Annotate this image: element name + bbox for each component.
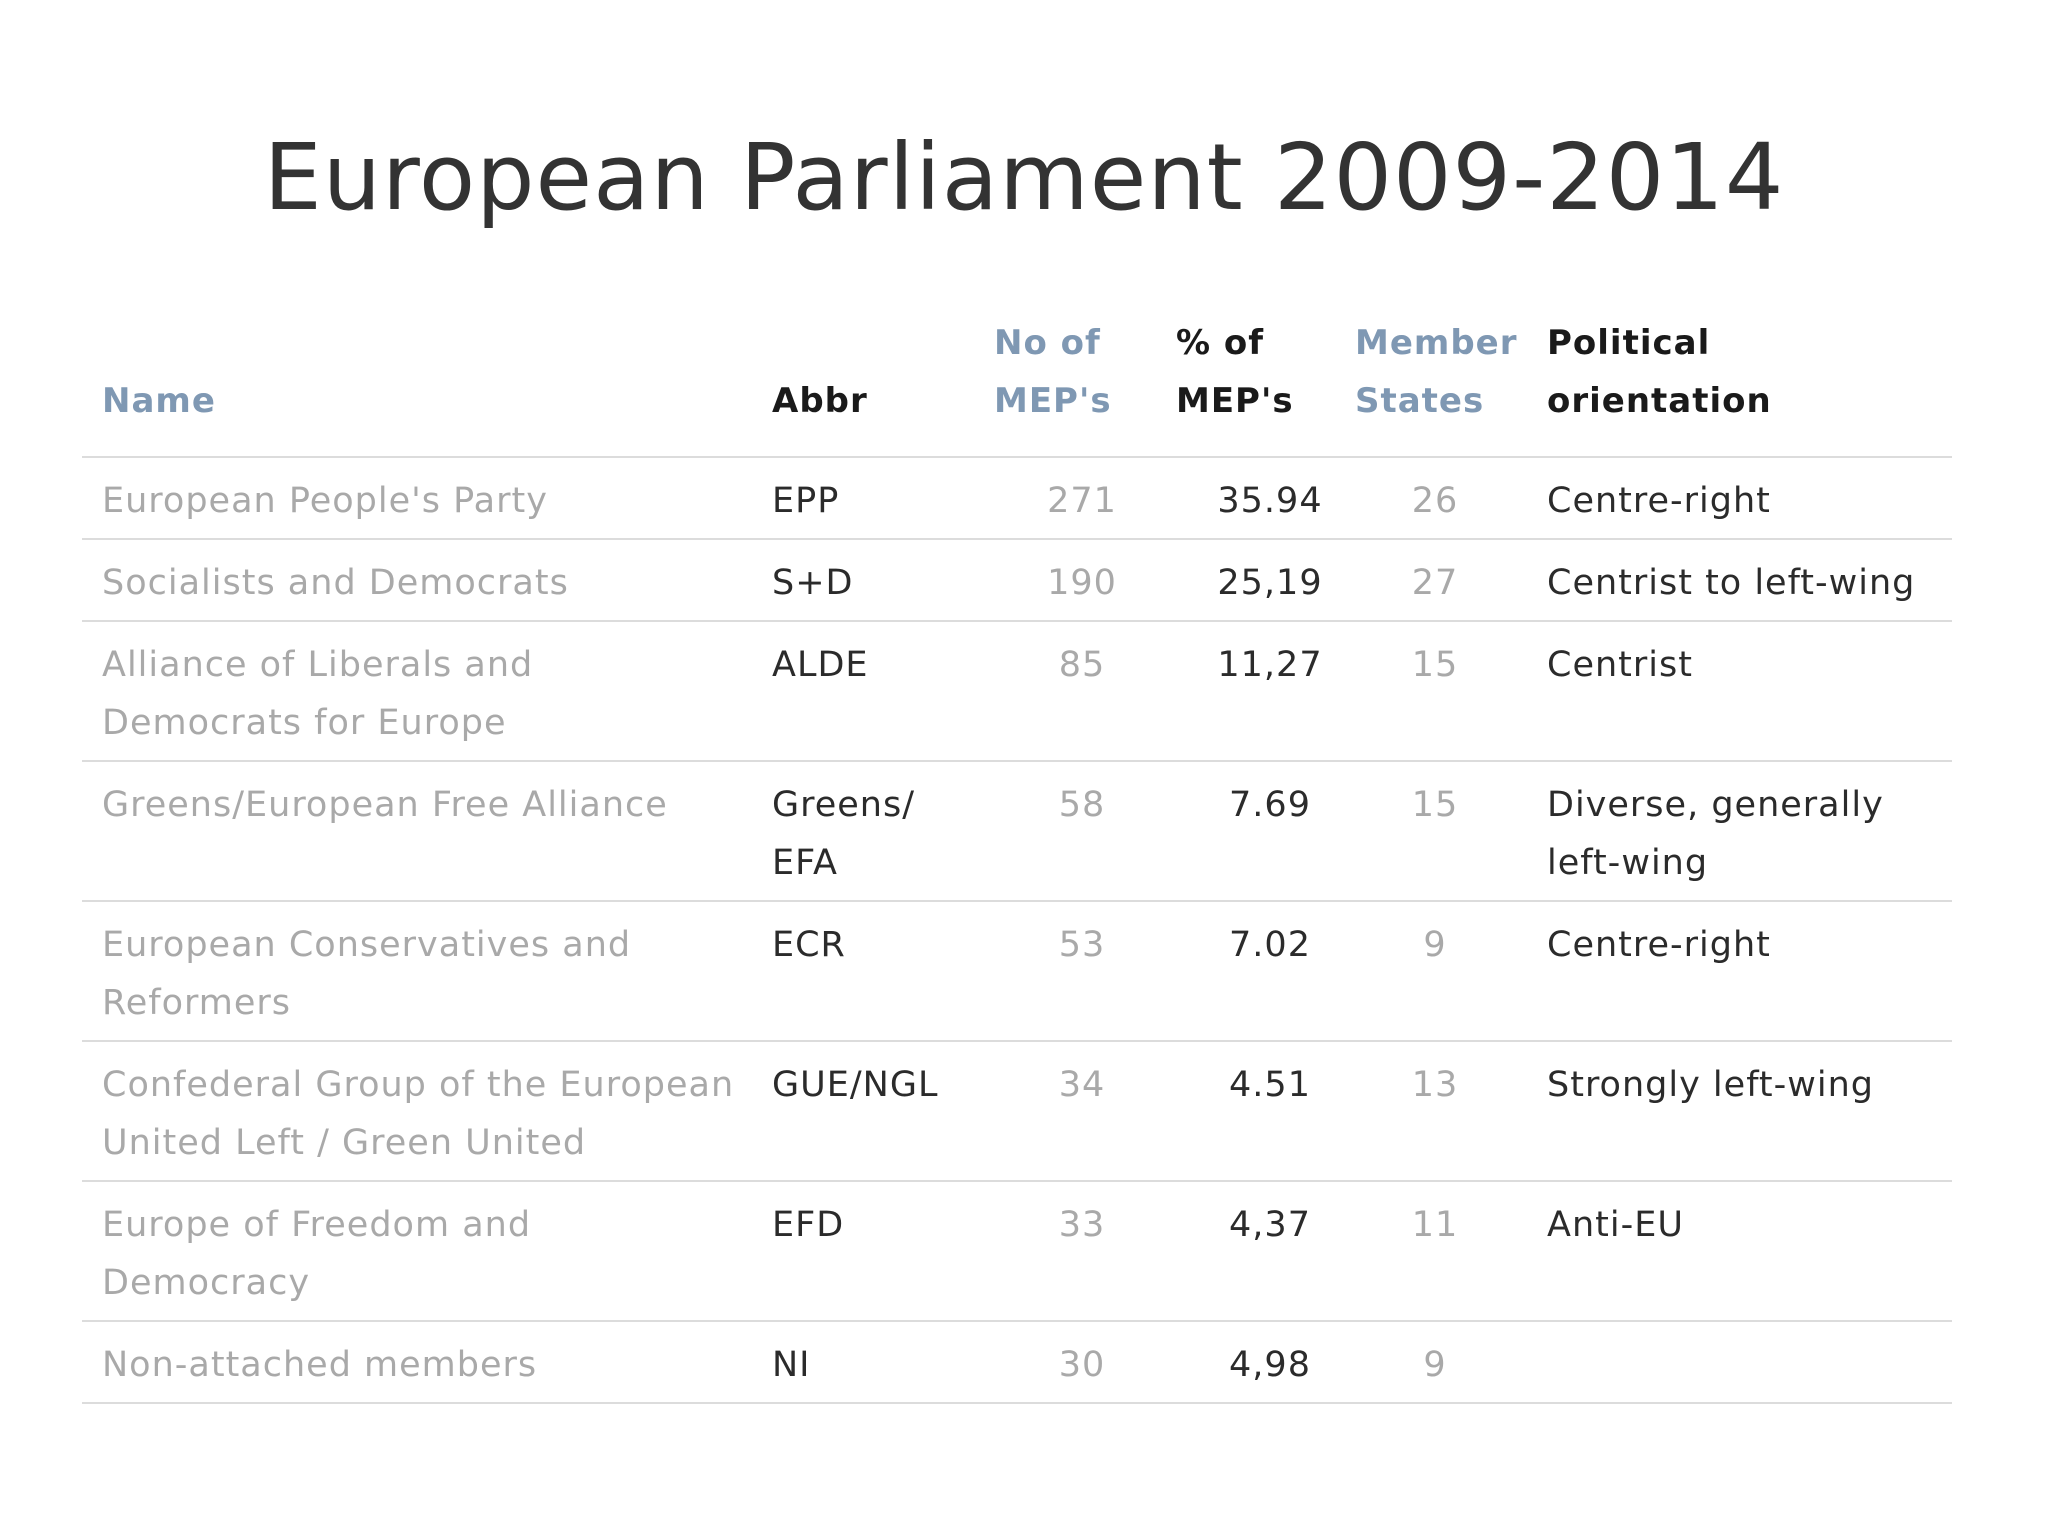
cell-mep-percent: 7.69 [1229,785,1311,825]
cell-mep-percent: 25,19 [1217,563,1323,603]
table-row: Alliance of Liberals and Democrats for Eu… [82,622,1952,762]
cell-orientation: Centre-right [1547,481,1771,521]
table-row: Non-attached members NI 30 4,98 9 [82,1322,1952,1404]
cell-mep-count: 33 [1058,1205,1106,1245]
table-body: European People's Party EPP 271 35.94 26 Cent… [82,458,1952,1404]
cell-mep-percent: 11,27 [1217,645,1323,685]
cell-member-states: 15 [1411,785,1459,825]
cell-member-states: 26 [1411,481,1459,521]
cell-abbr: Greens/EFA [772,785,916,883]
cell-abbr: S+D [772,563,854,603]
table-row: European Conservatives and Reformers ECR 53… [82,902,1952,1042]
cell-member-states: 27 [1411,563,1459,603]
cell-member-states: 15 [1411,645,1459,685]
table-row: Europe of Freedom and Democracy EFD 33 4,37 1… [82,1182,1952,1322]
cell-mep-count: 85 [1058,645,1106,685]
header-abbr: Abbr [772,381,868,421]
cell-mep-count: 58 [1058,785,1106,825]
header-mep-count: No of MEP's [994,323,1112,421]
cell-abbr: EPP [772,481,840,521]
cell-member-states: 13 [1411,1065,1459,1105]
cell-orientation: Anti-EU [1547,1205,1684,1245]
cell-mep-count: 53 [1058,925,1106,965]
cell-mep-percent: 4.51 [1229,1065,1311,1105]
header-member-states: Member States [1355,323,1518,421]
table-header-row: Name Abbr No of MEP's % of MEP's Member Sta… [82,300,1952,458]
cell-name: European People's Party [102,481,548,521]
cell-name: Greens/European Free Alliance [102,785,668,825]
cell-member-states: 11 [1411,1205,1459,1245]
cell-abbr: ALDE [772,645,869,685]
cell-name: Confederal Group of the European United L… [102,1065,735,1163]
cell-orientation: Diverse, generally left-wing [1547,785,1884,883]
cell-name: Non-attached members [102,1345,538,1385]
cell-abbr: ECR [772,925,846,965]
cell-name: Europe of Freedom and Democracy [102,1205,532,1303]
cell-orientation: Strongly left-wing [1547,1065,1875,1105]
header-mep-percent: % of MEP's [1176,323,1294,421]
slide-title: European Parliament 2009-2014 [263,124,1785,231]
cell-name: European Conservatives and Reformers [102,925,632,1023]
parliament-groups-table: Name Abbr No of MEP's % of MEP's Member Sta… [82,300,1952,1404]
header-orientation: Political orientation [1547,323,1772,421]
cell-name: Socialists and Democrats [102,563,569,603]
cell-mep-count: 30 [1058,1345,1106,1385]
header-name: Name [102,381,216,421]
cell-orientation: Centrist to left-wing [1547,563,1916,603]
table-row: European People's Party EPP 271 35.94 26 Cent… [82,458,1952,540]
cell-orientation: Centrist [1547,645,1693,685]
cell-mep-count: 271 [1047,481,1117,521]
cell-orientation: Centre-right [1547,925,1771,965]
cell-abbr: GUE/NGL [772,1065,939,1105]
cell-member-states: 9 [1423,925,1447,965]
cell-mep-percent: 4,37 [1229,1205,1311,1245]
cell-mep-count: 34 [1058,1065,1106,1105]
cell-member-states: 9 [1423,1345,1447,1385]
cell-abbr: NI [772,1345,811,1385]
table-row: Greens/European Free Alliance Greens/EFA 5… [82,762,1952,902]
table-row: Socialists and Democrats S+D 190 25,19 27 Cen… [82,540,1952,622]
cell-abbr: EFD [772,1205,845,1245]
cell-mep-percent: 35.94 [1217,481,1323,521]
cell-name: Alliance of Liberals and Democrats for Eu… [102,645,534,743]
cell-mep-percent: 4,98 [1229,1345,1311,1385]
table-row: Confederal Group of the European United L… [82,1042,1952,1182]
cell-mep-percent: 7.02 [1229,925,1311,965]
cell-mep-count: 190 [1047,563,1117,603]
